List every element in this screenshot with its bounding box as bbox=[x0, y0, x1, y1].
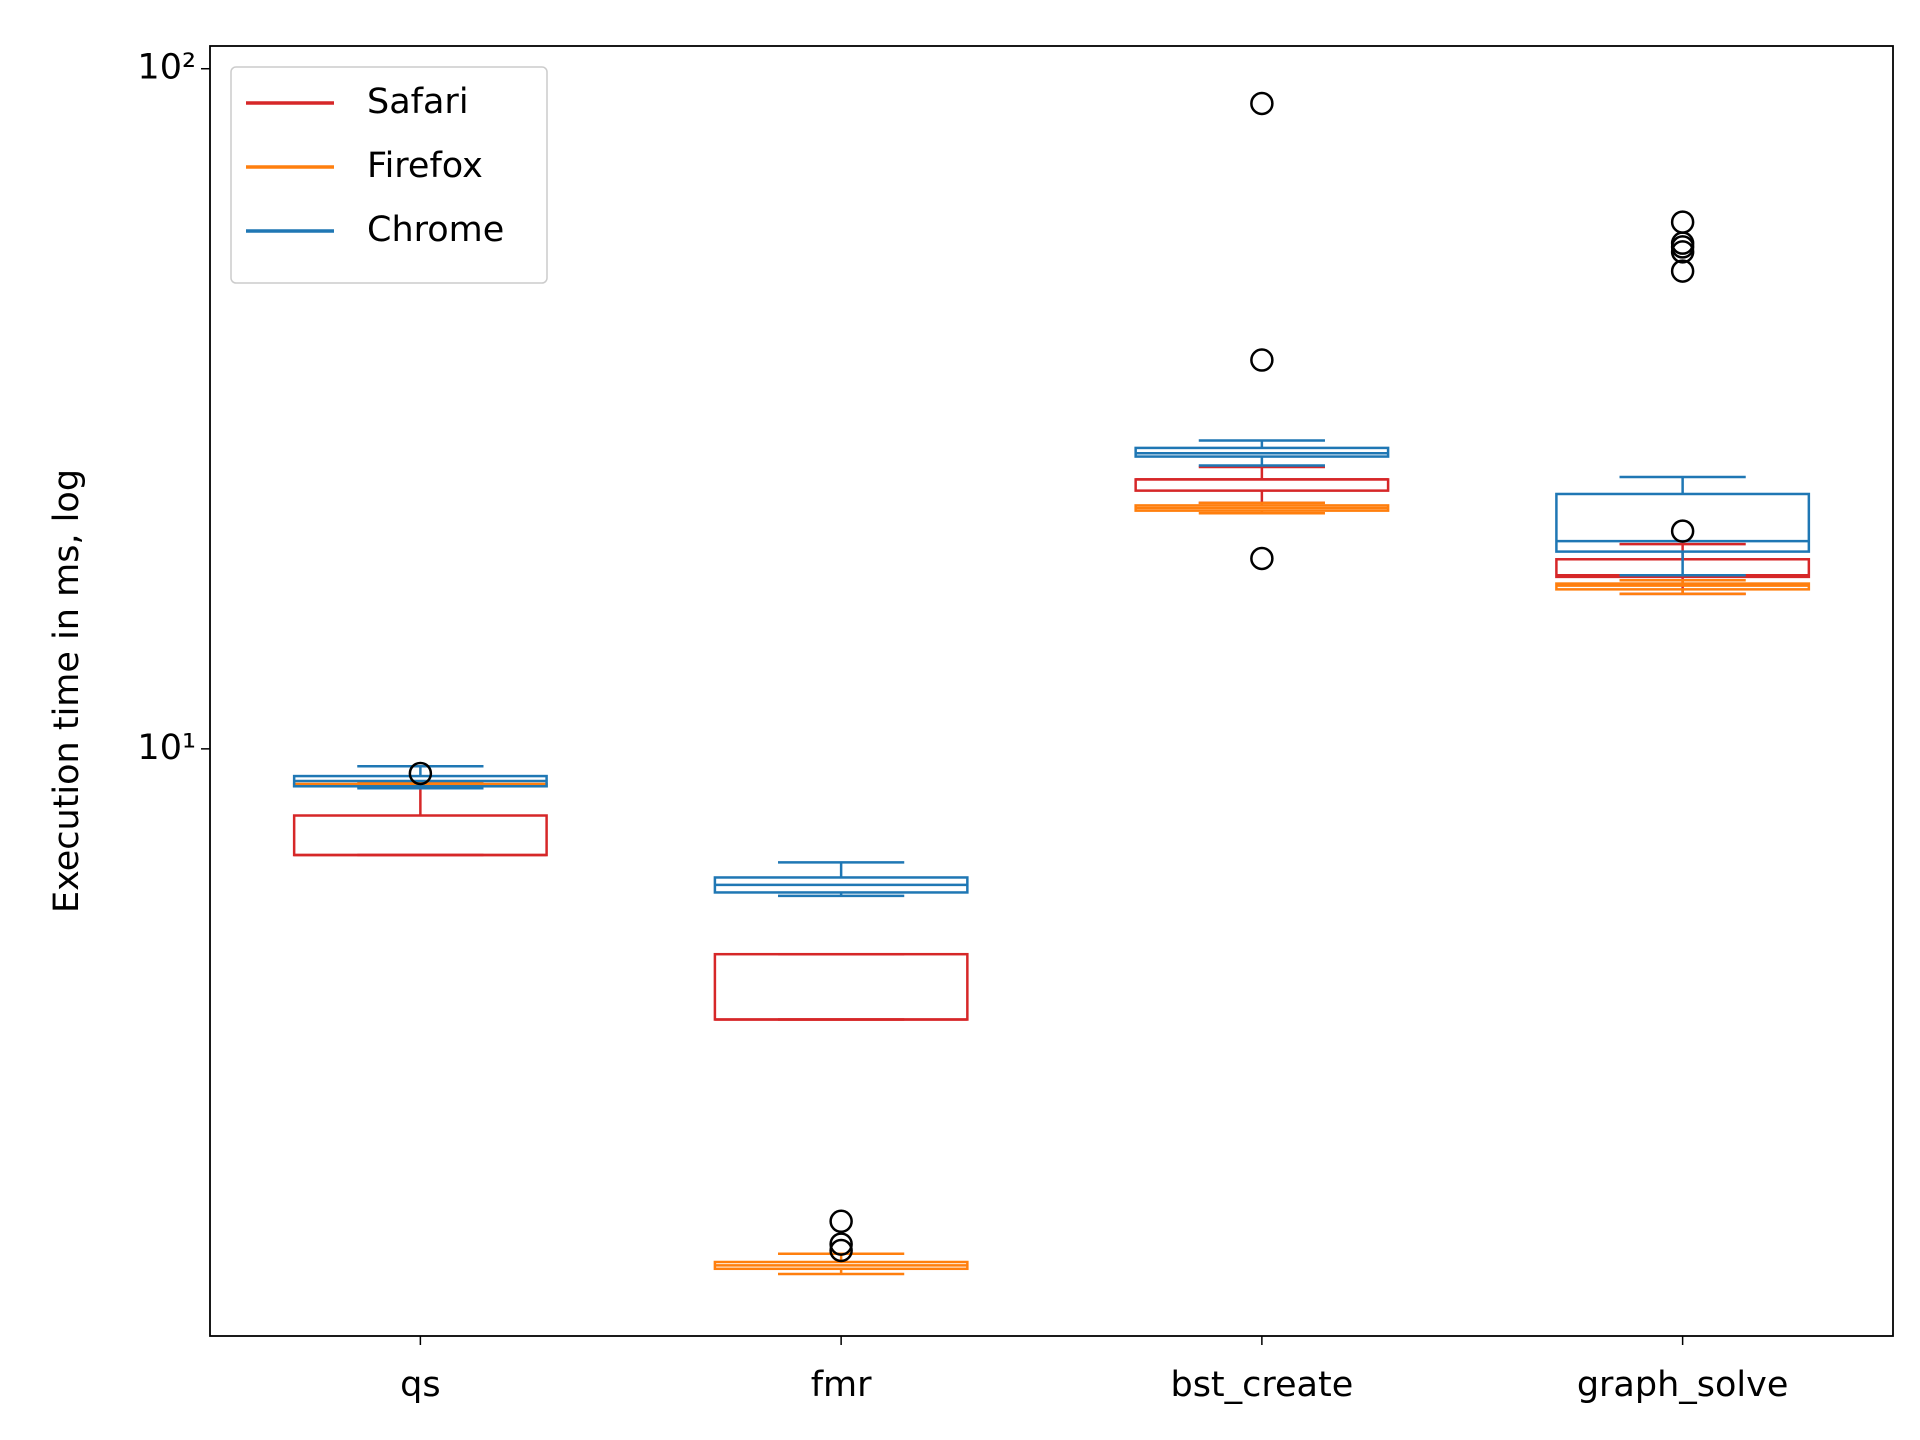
legend: Safari Firefox Chrome bbox=[230, 66, 548, 284]
flier bbox=[1250, 91, 1274, 116]
flier bbox=[829, 1209, 853, 1234]
y-tick-label: 10² bbox=[137, 48, 196, 88]
flier bbox=[1250, 348, 1274, 372]
flier bbox=[829, 1238, 853, 1263]
legend-label: Chrome bbox=[367, 210, 504, 250]
x-tick-label: fmr bbox=[811, 1365, 872, 1405]
legend-box bbox=[230, 66, 548, 284]
x-tick-label: qs bbox=[400, 1365, 440, 1405]
y-tick-label: 10¹ bbox=[137, 728, 196, 768]
x-tick-label: graph_solve bbox=[1577, 1365, 1789, 1405]
flier bbox=[1670, 259, 1695, 283]
flier bbox=[1250, 546, 1274, 571]
plot-frame bbox=[209, 45, 1894, 1337]
flier bbox=[1670, 519, 1695, 543]
x-tick-label: bst_create bbox=[1170, 1365, 1353, 1405]
flier bbox=[408, 761, 433, 786]
y-axis-label: Execution time in ms, log bbox=[47, 469, 87, 913]
flier bbox=[1670, 240, 1695, 264]
box bbox=[1555, 492, 1811, 553]
legend-label: Firefox bbox=[367, 146, 483, 186]
legend-label: Safari bbox=[367, 82, 469, 122]
flier bbox=[829, 1232, 853, 1256]
box-series bbox=[292, 210, 1811, 898]
